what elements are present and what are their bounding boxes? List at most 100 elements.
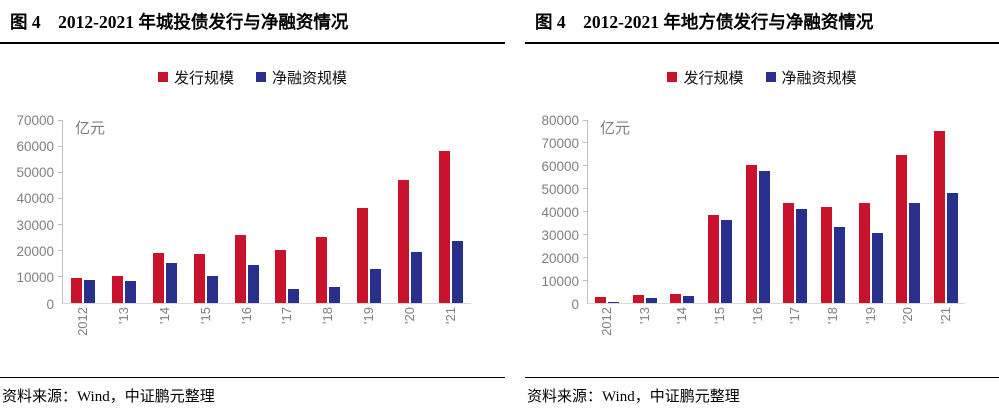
bar-net-financing bbox=[683, 296, 695, 303]
x-tick-label: 2012 bbox=[598, 307, 614, 336]
bar-chart-local-government: 0 10000 20000 30000 40000 50000 60000 70000 8000… bbox=[525, 113, 999, 336]
source-text: 资料来源：Wind，中证鹏元整理 bbox=[527, 389, 740, 405]
x-tick-label: '20 bbox=[401, 307, 417, 324]
bar-issuance bbox=[707, 215, 719, 303]
bar-group: '20 bbox=[890, 120, 928, 324]
y-tick-label: 60000 bbox=[16, 138, 54, 154]
plot-area: 亿元 2012 '13 '14 '15 '16 '17 '18 '19 '20 '21 bbox=[583, 119, 965, 336]
legend-label-issuance: 发行规模 bbox=[173, 69, 234, 87]
y-tick-label: 20000 bbox=[16, 243, 54, 259]
title-divider bbox=[525, 42, 999, 44]
x-tick-label: '16 bbox=[749, 307, 765, 324]
bar-chart-city-investment: 0 10000 20000 30000 40000 50000 60000 70000 亿元 … bbox=[0, 113, 505, 336]
y-unit-label: 亿元 bbox=[75, 120, 106, 137]
x-tick-label: '20 bbox=[900, 307, 916, 324]
x-tick-label: '14 bbox=[674, 307, 690, 324]
y-tick-mark bbox=[58, 224, 63, 226]
y-tick-label: 10000 bbox=[16, 269, 54, 285]
y-unit-label: 亿元 bbox=[600, 120, 631, 137]
y-tick-label: 20000 bbox=[541, 250, 579, 266]
bar-issuance bbox=[234, 235, 246, 303]
x-tick-label: '15 bbox=[711, 307, 727, 324]
x-tick-label: '14 bbox=[157, 307, 172, 324]
bar-group: 2012 bbox=[588, 120, 626, 336]
source-text: 资料来源：Wind，中证鹏元整理 bbox=[2, 389, 215, 405]
x-tick-label: '21 bbox=[442, 307, 458, 324]
bar-group: '20 bbox=[389, 120, 430, 324]
bar-issuance bbox=[438, 151, 450, 303]
legend-label-net-financing: 净融资规模 bbox=[781, 69, 857, 87]
bar-group: '19 bbox=[349, 120, 390, 324]
y-tick-label: 0 bbox=[46, 296, 54, 312]
panel-local-government-bonds: 图 4 2012-2021 年地方债发行与净融资情况 发行规模 净融资规模 0 1… bbox=[525, 0, 999, 415]
y-tick-label: 80000 bbox=[541, 112, 579, 128]
bar-issuance bbox=[821, 207, 833, 303]
bar-net-financing bbox=[871, 233, 883, 303]
panel-title: 图 4 2012-2021 年城投债发行与净融资情况 bbox=[10, 12, 349, 32]
bar-net-financing bbox=[165, 263, 177, 303]
y-tick-mark bbox=[583, 165, 588, 167]
y-tick-label: 70000 bbox=[541, 135, 579, 151]
x-tick-label: '17 bbox=[279, 307, 295, 324]
bar-net-financing bbox=[247, 264, 259, 303]
bar-issuance bbox=[783, 203, 795, 303]
source-footer: 资料来源：Wind，中证鹏元整理 bbox=[525, 377, 999, 406]
bar-net-financing bbox=[645, 297, 657, 303]
y-tick-mark bbox=[58, 145, 63, 147]
legend-swatch-issuance bbox=[667, 72, 678, 82]
bar-net-financing bbox=[758, 170, 770, 303]
y-tick-mark bbox=[58, 250, 63, 252]
y-tick-label: 40000 bbox=[16, 191, 54, 207]
legend-item-issuance: 发行规模 bbox=[667, 67, 744, 88]
legend: 发行规模 净融资规模 bbox=[525, 66, 999, 88]
bar-issuance bbox=[397, 179, 409, 303]
bar-group: '13 bbox=[104, 120, 145, 324]
bar-net-financing bbox=[329, 287, 341, 303]
bar-net-financing bbox=[288, 288, 300, 303]
x-tick-label: '19 bbox=[862, 307, 878, 324]
source-footer: 资料来源：Wind，中证鹏元整理 bbox=[0, 377, 505, 406]
legend-swatch-net-financing bbox=[765, 72, 776, 82]
x-tick-label: '21 bbox=[938, 307, 954, 324]
bar-net-financing bbox=[410, 252, 422, 303]
bar-net-financing bbox=[909, 203, 921, 303]
panel-title: 图 4 2012-2021 年地方债发行与净融资情况 bbox=[535, 12, 874, 32]
bar-net-financing bbox=[369, 269, 381, 303]
y-tick-label: 0 bbox=[571, 296, 579, 312]
x-tick-label: '16 bbox=[238, 307, 254, 324]
y-tick-mark bbox=[583, 188, 588, 190]
y-tick-mark bbox=[583, 256, 588, 258]
y-tick-mark bbox=[583, 142, 588, 144]
bar-issuance bbox=[632, 295, 644, 303]
bar-issuance bbox=[356, 208, 368, 303]
bar-group: '21 bbox=[430, 120, 471, 324]
x-tick-label: '15 bbox=[197, 307, 213, 324]
bar-net-financing bbox=[796, 208, 808, 303]
y-tick-label: 30000 bbox=[16, 217, 54, 233]
y-tick-label: 50000 bbox=[16, 164, 54, 180]
bar-group: 2012 bbox=[63, 120, 104, 336]
bar-group: '15 bbox=[185, 120, 226, 324]
y-tick-mark bbox=[58, 276, 63, 278]
y-tick-mark bbox=[58, 119, 63, 121]
legend-item-net-financing: 净融资规模 bbox=[765, 67, 857, 88]
bar-net-financing bbox=[607, 301, 619, 303]
bar-net-financing bbox=[720, 219, 732, 303]
bar-group: '16 bbox=[226, 120, 267, 324]
bar-issuance bbox=[594, 296, 606, 303]
y-tick-mark bbox=[583, 279, 588, 281]
title-divider bbox=[0, 42, 505, 44]
y-tick-mark bbox=[583, 233, 588, 235]
y-tick-mark bbox=[58, 197, 63, 199]
legend-item-issuance: 发行规模 bbox=[157, 67, 234, 88]
bar-net-financing bbox=[206, 276, 218, 303]
x-tick-label: '18 bbox=[825, 307, 841, 324]
bar-issuance bbox=[896, 155, 908, 303]
legend-label-issuance: 发行规模 bbox=[683, 69, 744, 87]
legend: 发行规模 净融资规模 bbox=[0, 66, 505, 88]
bar-net-financing bbox=[834, 226, 846, 303]
x-tick-label: '13 bbox=[116, 307, 132, 324]
y-tick-mark bbox=[58, 171, 63, 173]
bar-issuance bbox=[934, 130, 946, 303]
bar-issuance bbox=[275, 249, 287, 303]
